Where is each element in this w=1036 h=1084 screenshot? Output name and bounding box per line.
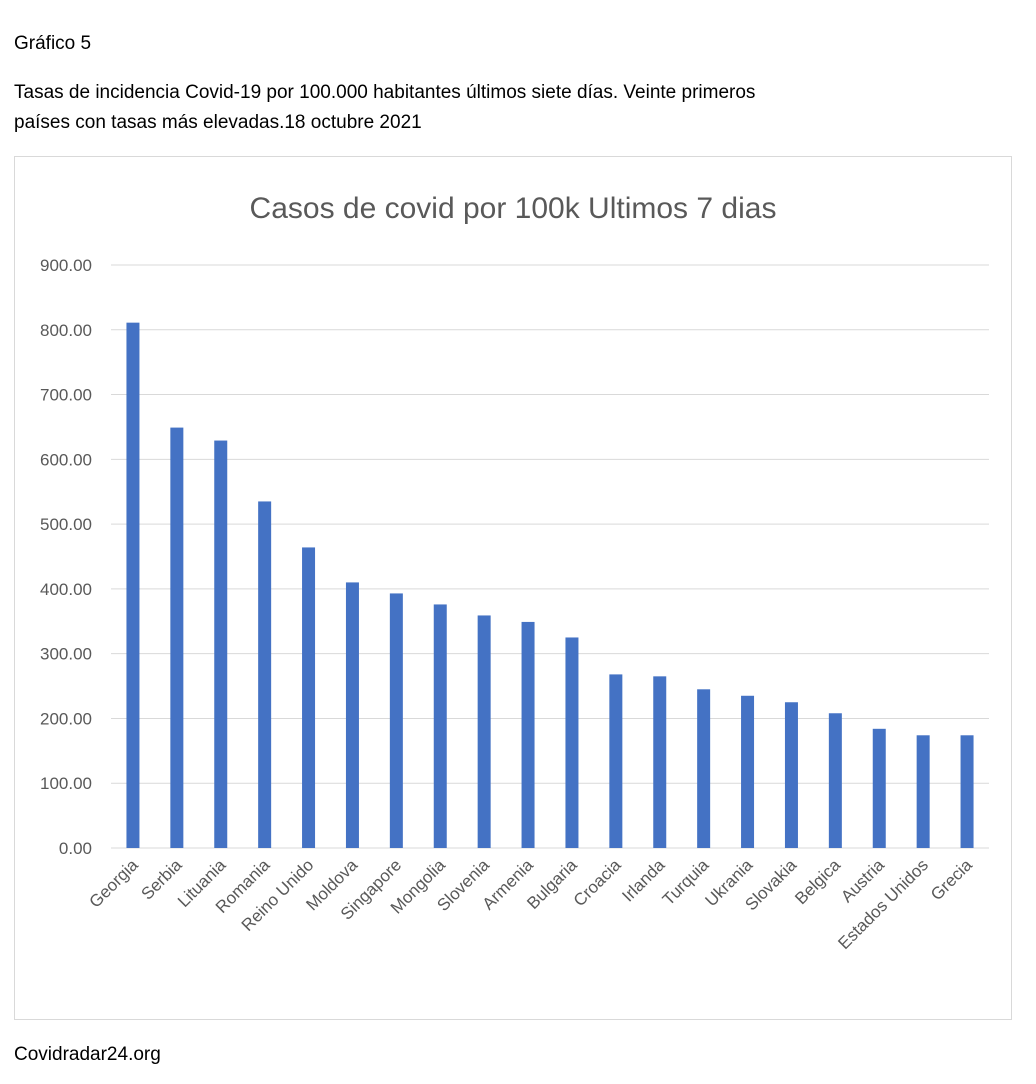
bar-armenia xyxy=(521,621,535,848)
y-tick-label: 800.00 xyxy=(40,321,92,340)
y-axis-ticks: 0.00 100.00 200.00 300.00 400.00 500.00 600.00… xyxy=(40,256,92,858)
bar-chart: Casos de covid por 100k Ultimos 7 dias 0… xyxy=(40,192,989,953)
bar-grecia xyxy=(960,735,974,848)
bar-slovenia xyxy=(477,615,491,848)
bar-reino-unido xyxy=(302,547,316,848)
x-category-label: Grecia xyxy=(927,855,976,904)
x-category-label: Bulgaria xyxy=(523,855,581,913)
bar-slovakia xyxy=(784,702,798,848)
caption-line-2: países con tasas más elevadas.18 octubre… xyxy=(14,112,422,133)
y-tick-label: 0.00 xyxy=(59,839,92,858)
y-tick-label: 400.00 xyxy=(40,580,92,599)
y-tick-label: 700.00 xyxy=(40,386,92,405)
bars xyxy=(126,322,974,848)
y-tick-label: 200.00 xyxy=(40,709,92,728)
bar-lituania xyxy=(214,440,228,848)
bar-georgia xyxy=(126,322,140,848)
bar-estados-unidos xyxy=(916,735,930,848)
bar-irlanda xyxy=(653,676,667,848)
bar-romania xyxy=(258,501,272,848)
x-category-label: Georgia xyxy=(86,855,143,912)
bar-serbia xyxy=(170,427,184,848)
source-credit: Covidradar24.org xyxy=(14,1044,161,1065)
y-tick-label: 600.00 xyxy=(40,450,92,469)
figure-caption: Tasas de incidencia Covid-19 por 100.000… xyxy=(14,78,914,138)
bar-singapore xyxy=(389,593,403,848)
y-tick-label: 900.00 xyxy=(40,256,92,275)
chart-title: Casos de covid por 100k Ultimos 7 dias xyxy=(250,192,777,225)
gridlines xyxy=(111,264,989,849)
bar-austria xyxy=(872,728,886,848)
bar-moldova xyxy=(345,582,359,848)
y-tick-label: 100.00 xyxy=(40,774,92,793)
bar-bulgaria xyxy=(565,637,579,848)
bar-turquia xyxy=(697,689,711,848)
x-category-label: Croacia xyxy=(570,855,625,910)
caption-line-1: Tasas de incidencia Covid-19 por 100.000… xyxy=(14,82,756,103)
figure-label: Gráfico 5 xyxy=(14,33,92,54)
bar-mongolia xyxy=(433,604,447,848)
x-category-label: Belgica xyxy=(791,855,844,908)
y-tick-label: 300.00 xyxy=(40,645,92,664)
bar-belgica xyxy=(828,713,842,848)
chart-frame: Casos de covid por 100k Ultimos 7 dias 0… xyxy=(14,156,1012,1020)
bar-croacia xyxy=(609,674,623,848)
y-tick-label: 500.00 xyxy=(40,515,92,534)
bar-ukrania xyxy=(741,695,755,848)
